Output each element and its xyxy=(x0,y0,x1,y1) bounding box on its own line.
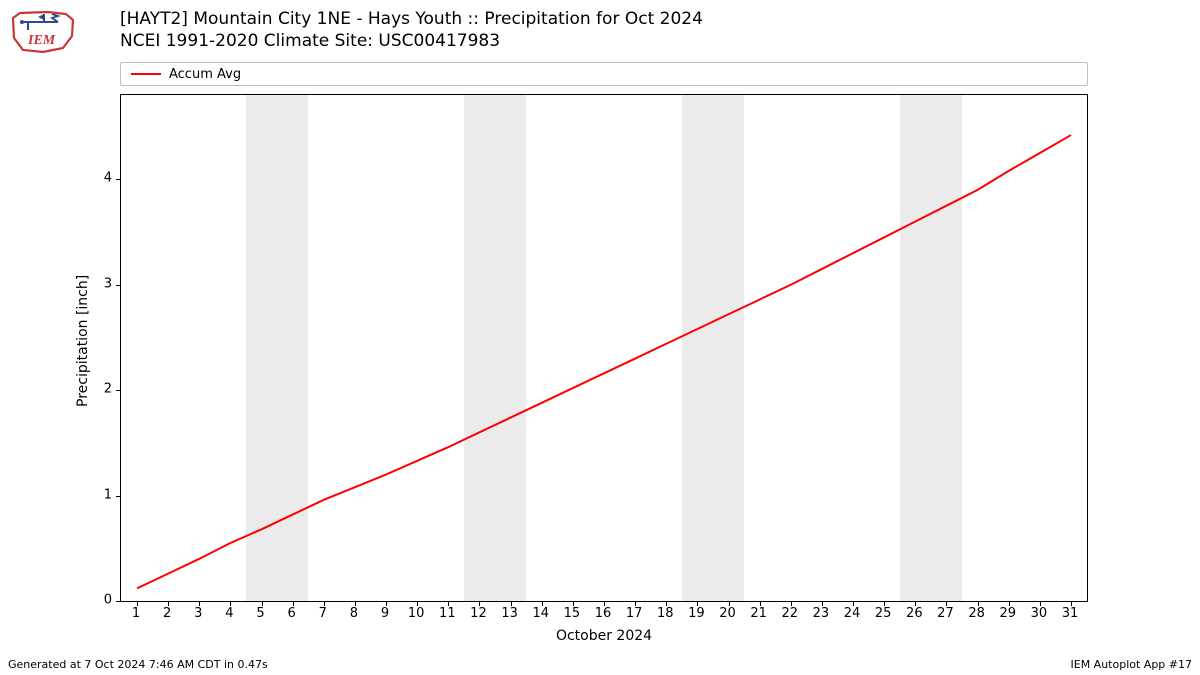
legend-swatch xyxy=(131,73,161,75)
x-tick-label: 4 xyxy=(225,606,233,621)
chart-title-line2: NCEI 1991-2020 Climate Site: USC00417983 xyxy=(120,30,703,52)
x-tick-label: 21 xyxy=(750,606,767,621)
y-tick-mark xyxy=(116,496,121,497)
x-tick-label: 12 xyxy=(470,606,487,621)
iem-logo: IEM xyxy=(8,8,78,56)
x-tick-label: 6 xyxy=(288,606,296,621)
y-tick-label: 2 xyxy=(12,382,112,397)
x-tick-label: 15 xyxy=(564,606,581,621)
x-tick-label: 2 xyxy=(163,606,171,621)
y-tick-label: 0 xyxy=(12,593,112,608)
x-tick-label: 11 xyxy=(439,606,456,621)
x-tick-label: 1 xyxy=(132,606,140,621)
x-tick-label: 10 xyxy=(408,606,425,621)
y-tick-mark xyxy=(116,179,121,180)
x-tick-label: 3 xyxy=(194,606,202,621)
x-tick-label: 5 xyxy=(256,606,264,621)
chart-title-block: [HAYT2] Mountain City 1NE - Hays Youth :… xyxy=(120,8,703,52)
x-tick-label: 20 xyxy=(719,606,736,621)
y-tick-mark xyxy=(116,601,121,602)
x-tick-label: 28 xyxy=(968,606,985,621)
x-tick-label: 27 xyxy=(937,606,954,621)
chart-title-line1: [HAYT2] Mountain City 1NE - Hays Youth :… xyxy=(120,8,703,30)
legend-label: Accum Avg xyxy=(169,67,241,82)
x-tick-label: 9 xyxy=(381,606,389,621)
y-tick-mark xyxy=(116,390,121,391)
x-tick-label: 16 xyxy=(595,606,612,621)
x-tick-label: 13 xyxy=(501,606,518,621)
x-tick-label: 25 xyxy=(875,606,892,621)
svg-text:IEM: IEM xyxy=(27,33,56,48)
x-tick-label: 17 xyxy=(626,606,643,621)
x-tick-label: 24 xyxy=(844,606,861,621)
y-tick-mark xyxy=(116,285,121,286)
x-tick-label: 26 xyxy=(906,606,923,621)
legend-box: Accum Avg xyxy=(120,62,1088,86)
x-tick-label: 29 xyxy=(999,606,1016,621)
x-tick-label: 7 xyxy=(319,606,327,621)
line-series-svg xyxy=(121,95,1087,601)
x-tick-label: 8 xyxy=(350,606,358,621)
y-tick-label: 1 xyxy=(12,487,112,502)
x-tick-label: 18 xyxy=(657,606,674,621)
x-tick-label: 22 xyxy=(782,606,799,621)
accum-avg-line xyxy=(137,135,1071,588)
y-tick-label: 3 xyxy=(12,276,112,291)
x-tick-label: 19 xyxy=(688,606,705,621)
x-tick-label: 23 xyxy=(813,606,830,621)
footer-app-text: IEM Autoplot App #17 xyxy=(1071,658,1193,671)
x-axis-title: October 2024 xyxy=(120,628,1088,644)
footer-generated-text: Generated at 7 Oct 2024 7:46 AM CDT in 0… xyxy=(8,658,268,671)
x-tick-label: 14 xyxy=(532,606,549,621)
y-tick-label: 4 xyxy=(12,171,112,186)
plot-area xyxy=(120,94,1088,602)
x-tick-label: 30 xyxy=(1031,606,1048,621)
x-tick-label: 31 xyxy=(1062,606,1079,621)
